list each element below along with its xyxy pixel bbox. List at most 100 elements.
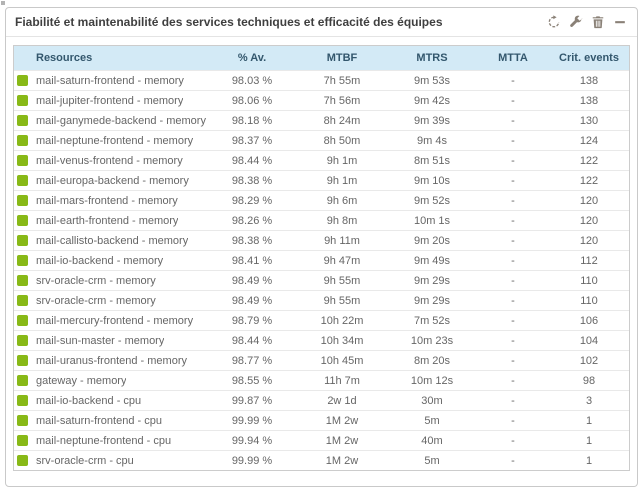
trash-icon[interactable]	[591, 15, 605, 29]
table-row[interactable]: srv-oracle-crm - memory 98.49 % 9h 55m 9…	[14, 290, 629, 311]
table-row[interactable]: mail-earth-frontend - memory 98.26 % 9h …	[14, 210, 629, 231]
availability-value: 98.41 %	[207, 250, 297, 271]
widget-header: Fiabilité et maintenabilité des services…	[6, 8, 637, 37]
minimize-icon[interactable]	[613, 15, 627, 29]
mtta-value: -	[477, 70, 549, 91]
mtta-value: -	[477, 190, 549, 211]
resource-name: mail-sun-master - memory	[36, 334, 165, 347]
table-row[interactable]: mail-europa-backend - memory 98.38 % 9h …	[14, 170, 629, 191]
table-row[interactable]: mail-mars-frontend - memory 98.29 % 9h 6…	[14, 190, 629, 211]
mtta-value: -	[477, 150, 549, 171]
mtbf-value: 9h 55m	[297, 290, 387, 311]
resource-name: srv-oracle-crm - memory	[36, 274, 156, 287]
mtta-value: -	[477, 350, 549, 371]
availability-value: 98.26 %	[207, 210, 297, 231]
status-ok-square	[17, 155, 28, 166]
crit-events-value: 102	[549, 350, 629, 371]
table-row[interactable]: gateway - memory 98.55 % 11h 7m 10m 12s …	[14, 370, 629, 391]
status-ok-square	[17, 135, 28, 146]
column-header-resources[interactable]: Resources	[14, 46, 207, 71]
refresh-icon[interactable]	[547, 15, 561, 29]
mtta-value: -	[477, 250, 549, 271]
availability-value: 98.44 %	[207, 330, 297, 351]
mtta-value: -	[477, 450, 549, 470]
availability-value: 98.77 %	[207, 350, 297, 371]
table-header: Resources % Av. MTBF MTRS MTTA Crit. eve…	[14, 46, 629, 71]
resource-name: mail-ganymede-backend - memory	[36, 114, 206, 127]
mtbf-value: 9h 11m	[297, 230, 387, 251]
mtrs-value: 9m 42s	[387, 90, 477, 111]
table-row[interactable]: mail-neptune-frontend - memory 98.37 % 8…	[14, 130, 629, 151]
table-row[interactable]: mail-mercury-frontend - memory 98.79 % 1…	[14, 310, 629, 331]
crit-events-value: 1	[549, 430, 629, 451]
column-header-mtrs[interactable]: MTRS	[387, 46, 477, 71]
mtta-value: -	[477, 170, 549, 191]
table-row[interactable]: mail-jupiter-frontend - memory 98.06 % 7…	[14, 90, 629, 111]
resource-name: gateway - memory	[36, 374, 127, 387]
mtrs-value: 9m 39s	[387, 110, 477, 131]
table-row[interactable]: srv-oracle-crm - memory 98.49 % 9h 55m 9…	[14, 270, 629, 291]
status-ok-square	[17, 415, 28, 426]
table-row[interactable]: mail-venus-frontend - memory 98.44 % 9h …	[14, 150, 629, 171]
mtrs-value: 9m 53s	[387, 70, 477, 91]
mtta-value: -	[477, 410, 549, 431]
mtbf-value: 10h 34m	[297, 330, 387, 351]
availability-value: 99.99 %	[207, 450, 297, 470]
availability-value: 99.87 %	[207, 390, 297, 411]
table-row[interactable]: mail-io-backend - cpu 99.87 % 2w 1d 30m …	[14, 390, 629, 411]
resource-name: mail-callisto-backend - memory	[36, 234, 189, 247]
table-row[interactable]: mail-saturn-frontend - memory 98.03 % 7h…	[14, 70, 629, 91]
table-row[interactable]: mail-uranus-frontend - memory 98.77 % 10…	[14, 350, 629, 371]
mtta-value: -	[477, 210, 549, 231]
availability-value: 98.37 %	[207, 130, 297, 151]
status-ok-square	[17, 295, 28, 306]
resource-name: mail-venus-frontend - memory	[36, 154, 183, 167]
mtta-value: -	[477, 330, 549, 351]
status-ok-square	[17, 215, 28, 226]
status-ok-square	[17, 275, 28, 286]
mtbf-value: 8h 24m	[297, 110, 387, 131]
mtta-value: -	[477, 290, 549, 311]
availability-value: 98.49 %	[207, 290, 297, 311]
mtbf-value: 7h 56m	[297, 90, 387, 111]
crit-events-value: 3	[549, 390, 629, 411]
grid-handle	[1, 1, 5, 5]
column-header-mtbf[interactable]: MTBF	[297, 46, 387, 71]
table-row[interactable]: mail-ganymede-backend - memory 98.18 % 8…	[14, 110, 629, 131]
mtrs-value: 9m 52s	[387, 190, 477, 211]
availability-table: Resources % Av. MTBF MTRS MTTA Crit. eve…	[13, 45, 630, 471]
availability-value: 98.55 %	[207, 370, 297, 391]
mtrs-value: 10m 1s	[387, 210, 477, 231]
table-row[interactable]: mail-sun-master - memory 98.44 % 10h 34m…	[14, 330, 629, 351]
crit-events-value: 130	[549, 110, 629, 131]
crit-events-value: 138	[549, 90, 629, 111]
table-row[interactable]: srv-oracle-crm - cpu 99.99 % 1M 2w 5m - …	[14, 450, 629, 470]
column-header-mtta[interactable]: MTTA	[477, 46, 549, 71]
crit-events-value: 110	[549, 290, 629, 311]
mtrs-value: 5m	[387, 410, 477, 431]
table-row[interactable]: mail-io-backend - memory 98.41 % 9h 47m …	[14, 250, 629, 271]
status-ok-square	[17, 395, 28, 406]
table-row[interactable]: mail-saturn-frontend - cpu 99.99 % 1M 2w…	[14, 410, 629, 431]
status-ok-square	[17, 235, 28, 246]
availability-value: 98.44 %	[207, 150, 297, 171]
mtta-value: -	[477, 370, 549, 391]
mtrs-value: 7m 52s	[387, 310, 477, 331]
crit-events-value: 98	[549, 370, 629, 391]
status-ok-square	[17, 335, 28, 346]
mtta-value: -	[477, 310, 549, 331]
table-row[interactable]: mail-neptune-frontend - cpu 99.94 % 1M 2…	[14, 430, 629, 451]
crit-events-value: 1	[549, 410, 629, 431]
crit-events-value: 120	[549, 230, 629, 251]
mtrs-value: 9m 49s	[387, 250, 477, 271]
mtrs-value: 9m 20s	[387, 230, 477, 251]
mtrs-value: 10m 23s	[387, 330, 477, 351]
wrench-icon[interactable]	[569, 15, 583, 29]
resource-name: mail-mars-frontend - memory	[36, 194, 178, 207]
mtrs-value: 5m	[387, 450, 477, 470]
column-header-crit-events[interactable]: Crit. events	[549, 46, 629, 71]
resource-name: mail-neptune-frontend - memory	[36, 134, 194, 147]
column-header-availability[interactable]: % Av.	[207, 46, 297, 71]
table-row[interactable]: mail-callisto-backend - memory 98.38 % 9…	[14, 230, 629, 251]
mtrs-value: 9m 29s	[387, 290, 477, 311]
